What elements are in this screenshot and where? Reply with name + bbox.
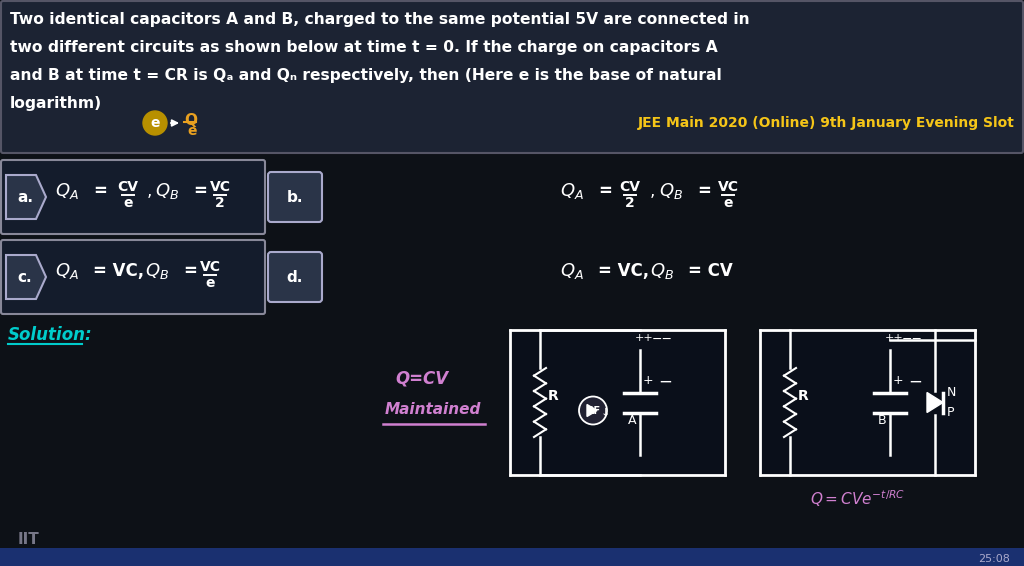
Text: b.: b.: [287, 190, 303, 204]
Text: ,: ,: [147, 182, 153, 200]
Text: ,: ,: [650, 182, 655, 200]
FancyBboxPatch shape: [268, 172, 322, 222]
Text: +: +: [643, 375, 653, 388]
Text: A: A: [628, 414, 637, 427]
Text: e: e: [151, 116, 160, 130]
Text: VC: VC: [200, 260, 220, 274]
Text: −−: −−: [652, 333, 673, 346]
Text: ++: ++: [635, 333, 653, 343]
Text: VC: VC: [210, 180, 230, 194]
Text: = CV: = CV: [688, 262, 733, 280]
Text: = VC,: = VC,: [598, 262, 649, 280]
Text: 25:08: 25:08: [978, 554, 1010, 564]
Text: =: =: [93, 182, 106, 200]
FancyBboxPatch shape: [1, 240, 265, 314]
Bar: [510, 330, 725, 475]
Text: $Q_B$: $Q_B$: [145, 261, 169, 281]
Polygon shape: [587, 405, 597, 417]
Text: R: R: [798, 389, 809, 404]
Text: =: =: [193, 182, 207, 200]
Text: two different circuits as shown below at time t = 0. If the charge on capacitors: two different circuits as shown below at…: [10, 40, 718, 55]
Text: e: e: [123, 196, 133, 210]
Polygon shape: [6, 255, 46, 299]
Polygon shape: [6, 175, 46, 219]
Text: c.: c.: [17, 269, 33, 285]
Text: IIT: IIT: [18, 532, 40, 547]
Text: =: =: [697, 182, 711, 200]
Text: $Q_A$: $Q_A$: [55, 261, 79, 281]
Text: e: e: [723, 196, 733, 210]
Text: $Q = CVe^{-t/RC}$: $Q = CVe^{-t/RC}$: [810, 488, 905, 509]
Text: Q: Q: [184, 113, 197, 128]
Text: e: e: [205, 276, 215, 290]
FancyBboxPatch shape: [1, 1, 1023, 153]
Text: $Q_A$: $Q_A$: [560, 181, 584, 201]
Text: ++: ++: [885, 333, 904, 343]
Bar: [0, 548, 1024, 566]
Circle shape: [579, 397, 607, 424]
Text: = VC,: = VC,: [93, 262, 144, 280]
Text: B: B: [878, 414, 887, 427]
Text: logarithm): logarithm): [10, 96, 102, 111]
Text: $Q_A$: $Q_A$: [560, 261, 584, 281]
Text: JEE Main 2020 (Online) 9th January Evening Slot: JEE Main 2020 (Online) 9th January Eveni…: [638, 116, 1015, 130]
Text: R: R: [548, 389, 559, 404]
Text: $Q_B$: $Q_B$: [155, 181, 179, 201]
Text: +: +: [893, 375, 903, 388]
Text: $Q_B$: $Q_B$: [650, 261, 674, 281]
Text: P: P: [947, 406, 954, 419]
Text: $Q_B$: $Q_B$: [659, 181, 683, 201]
Text: a.: a.: [17, 190, 33, 204]
Text: e: e: [187, 124, 197, 138]
Polygon shape: [927, 392, 943, 413]
Text: ↓: ↓: [601, 408, 610, 418]
Text: N: N: [947, 387, 956, 400]
Text: Solution:: Solution:: [8, 326, 92, 344]
Bar: [760, 330, 975, 475]
Text: −−: −−: [902, 333, 923, 346]
Text: RF: RF: [586, 405, 600, 415]
Text: =: =: [598, 182, 612, 200]
Text: $Q_A$: $Q_A$: [55, 181, 79, 201]
Text: Q=CV: Q=CV: [395, 370, 449, 388]
FancyBboxPatch shape: [1, 160, 265, 234]
Text: CV: CV: [620, 180, 640, 194]
Text: −: −: [908, 372, 922, 391]
Text: Two identical capacitors A and B, charged to the same potential 5V are connected: Two identical capacitors A and B, charge…: [10, 12, 750, 27]
Text: 2: 2: [625, 196, 635, 210]
Text: =: =: [183, 262, 197, 280]
Text: d.: d.: [287, 269, 303, 285]
Text: and B at time t = CR is Qₐ and Qₙ respectively, then (Here e is the base of natu: and B at time t = CR is Qₐ and Qₙ respec…: [10, 68, 722, 83]
Text: Maintained: Maintained: [385, 402, 481, 417]
Text: VC: VC: [718, 180, 738, 194]
Text: 2: 2: [215, 196, 225, 210]
Text: −: −: [658, 372, 672, 391]
Text: CV: CV: [118, 180, 138, 194]
Circle shape: [143, 111, 167, 135]
Text: No discharging: No discharging: [540, 330, 653, 343]
FancyBboxPatch shape: [268, 252, 322, 302]
